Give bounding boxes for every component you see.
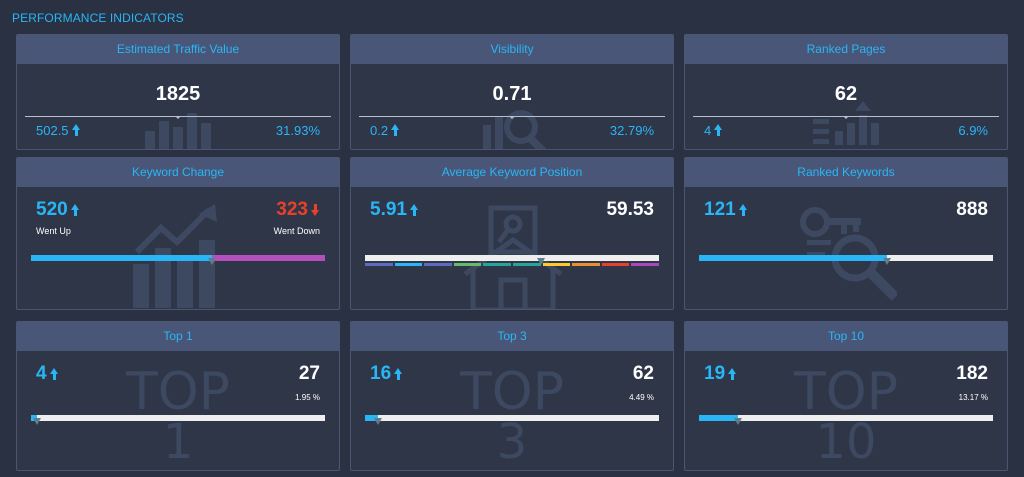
card-title: Top 10	[685, 322, 1007, 351]
ranked-pages-value: 62	[834, 83, 858, 105]
magnifier-chart-icon	[483, 110, 546, 149]
arrow-up-icon	[391, 124, 400, 136]
arrow-up-icon	[409, 204, 419, 216]
card-estimated-traffic-value: Estimated Traffic Value 1825 502.5 31.93…	[16, 34, 340, 150]
top-watermark-number: 3	[496, 414, 528, 470]
traffic-value: 1825	[155, 83, 201, 105]
position-scale-segment	[542, 263, 571, 266]
card-keyword-change: Keyword Change 520 Went Up 323 Went Down	[16, 157, 340, 310]
top1-value: 4	[36, 363, 59, 385]
average-position-bar	[365, 255, 659, 265]
arrow-up-icon	[738, 204, 748, 216]
divider-notch	[175, 116, 181, 119]
top3-total: 62	[632, 363, 654, 384]
bar-marker	[883, 258, 892, 265]
card-average-keyword-position: Average Keyword Position 5.91 59.53	[350, 157, 674, 310]
bar-chart-icon	[145, 113, 211, 149]
average-position-value: 5.91	[370, 199, 419, 221]
bar-marker	[208, 258, 217, 265]
page-title: PERFORMANCE INDICATORS	[12, 11, 184, 25]
top1-total: 27	[298, 363, 320, 384]
position-scale-segment	[453, 263, 482, 266]
top10-value: 19	[704, 363, 737, 385]
top3-percent: 4.49 %	[629, 393, 654, 402]
average-position-total: 59.53	[606, 199, 654, 220]
went-up-label: Went Up	[36, 226, 71, 236]
arrow-up-icon	[714, 124, 723, 136]
went-up-fill	[31, 255, 213, 261]
visibility-value: 0.71	[492, 83, 532, 105]
position-scale-segment	[631, 263, 659, 266]
arrow-up-icon	[70, 204, 80, 216]
top-watermark-number: 10	[815, 414, 877, 470]
position-scale-segment	[572, 263, 600, 266]
went-down-label: Went Down	[273, 226, 320, 236]
ranked-keywords-total: 888	[956, 199, 988, 220]
card-top-3: Top 3 TOP 3 16 62 4.49 %	[350, 321, 674, 471]
card-visibility: Visibility 0.71 0.2 32.79%	[350, 34, 674, 150]
arrow-up-icon	[394, 368, 403, 380]
arrow-up-icon	[71, 124, 81, 136]
arrow-down-icon	[311, 204, 320, 216]
divider-notch	[509, 116, 515, 119]
card-title: Top 1	[17, 322, 339, 351]
top10-total: 182	[956, 363, 988, 384]
top-watermark: TOP	[459, 362, 565, 422]
ranked-keywords-fill	[699, 255, 888, 261]
position-scale-segment	[365, 263, 393, 266]
card-title: Top 3	[351, 322, 673, 351]
card-ranked-keywords: Ranked Keywords 121 888	[684, 157, 1008, 310]
position-scale-segment	[512, 263, 541, 266]
position-scale-segment	[424, 263, 452, 266]
card-title: Ranked Pages	[685, 35, 1007, 64]
position-scale-segment	[394, 263, 423, 266]
bar-marker	[537, 258, 546, 265]
card-title: Ranked Keywords	[685, 158, 1007, 187]
position-scale-segment	[483, 263, 511, 266]
card-top-10: Top 10 TOP 10 19 182 13.17 %	[684, 321, 1008, 471]
card-title: Visibility	[351, 35, 673, 64]
divider-notch	[843, 116, 849, 119]
traffic-percent: 31.93%	[275, 123, 320, 138]
top10-bar	[699, 415, 993, 425]
top-watermark: TOP	[793, 362, 899, 422]
pages-chart-icon	[813, 101, 879, 145]
ranked-keywords-bar	[699, 255, 993, 265]
card-ranked-pages: Ranked Pages 62 4 6.9%	[684, 34, 1008, 150]
ranked-pages-change: 4	[704, 123, 723, 138]
top3-fill	[365, 415, 379, 421]
bar-marker	[733, 418, 742, 425]
top1-bar	[31, 415, 325, 425]
position-scale	[365, 263, 659, 266]
ranked-keywords-value: 121	[704, 199, 748, 221]
indicators-grid: Estimated Traffic Value 1825 502.5 31.93…	[16, 34, 1008, 471]
visibility-change: 0.2	[370, 123, 400, 138]
traffic-change: 502.5	[36, 123, 81, 138]
ranked-pages-percent: 6.9%	[958, 123, 988, 138]
position-scale-segment	[601, 263, 630, 266]
arrow-up-icon	[49, 368, 59, 380]
arrow-up-icon	[728, 368, 737, 380]
card-title: Estimated Traffic Value	[17, 35, 339, 64]
top3-bar	[365, 415, 659, 425]
keyword-change-bar	[31, 255, 325, 265]
top-watermark: TOP	[125, 362, 231, 422]
keywords-went-down-value: 323	[276, 199, 320, 221]
top3-value: 16	[370, 363, 403, 385]
went-down-fill	[212, 255, 325, 261]
top10-fill	[699, 415, 738, 421]
top-watermark-number: 1	[162, 414, 194, 470]
card-title: Keyword Change	[17, 158, 339, 187]
keywords-went-up-value: 520	[36, 199, 80, 221]
card-title: Average Keyword Position	[351, 158, 673, 187]
top1-percent: 1.95 %	[295, 393, 320, 402]
bar-marker	[374, 418, 383, 425]
top10-percent: 13.17 %	[958, 393, 988, 402]
bar-marker	[32, 418, 41, 425]
card-top-1: Top 1 TOP 1 4 27 1.95 %	[16, 321, 340, 471]
visibility-percent: 32.79%	[609, 123, 654, 138]
